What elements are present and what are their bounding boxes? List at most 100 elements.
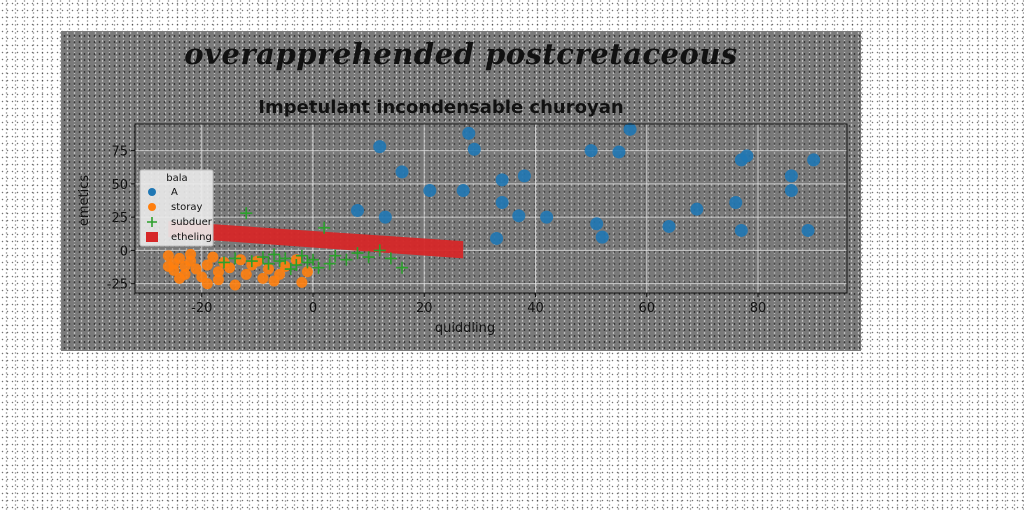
data-point-storay bbox=[201, 278, 213, 290]
data-point-subduer bbox=[268, 248, 281, 261]
data-point-a bbox=[612, 145, 626, 159]
figure-suptitle: overapprehended postcretaceous bbox=[184, 37, 738, 71]
data-point-a bbox=[495, 173, 509, 187]
data-point-a bbox=[595, 230, 609, 244]
data-point-a bbox=[807, 153, 821, 167]
legend-marker-a bbox=[148, 188, 156, 196]
data-point-a bbox=[490, 231, 504, 245]
y-tick-label: 75 bbox=[111, 145, 128, 160]
axes-frame bbox=[134, 123, 848, 294]
data-point-subduer bbox=[229, 252, 242, 265]
y-tick-label: 25 bbox=[111, 211, 128, 226]
legend-label-storay: storay bbox=[171, 202, 202, 213]
data-point-storay bbox=[257, 272, 269, 284]
x-tick-label: 0 bbox=[309, 301, 317, 316]
y-axis-label: emetics bbox=[77, 175, 92, 227]
x-tick-label: 20 bbox=[416, 301, 433, 316]
data-point-a bbox=[690, 202, 704, 216]
data-point-storay bbox=[185, 248, 197, 260]
data-point-a bbox=[590, 217, 604, 231]
data-point-a bbox=[784, 169, 798, 183]
data-point-subduer bbox=[218, 256, 230, 269]
data-point-subduer bbox=[351, 247, 364, 260]
data-point-storay bbox=[229, 279, 241, 291]
y-tick-label: 50 bbox=[111, 178, 128, 193]
data-point-subduer bbox=[396, 261, 408, 274]
legend-title: bala bbox=[166, 173, 187, 184]
y-tick-label: 0 bbox=[120, 244, 128, 259]
data-point-subduer bbox=[362, 251, 375, 264]
data-point-subduer bbox=[329, 249, 342, 262]
x-tick-label: 40 bbox=[527, 301, 544, 316]
data-point-storay bbox=[174, 252, 185, 264]
x-tick-label: 80 bbox=[750, 301, 767, 316]
x-axis-label: quiddling bbox=[435, 321, 495, 336]
legend-marker-subduer bbox=[147, 217, 157, 227]
data-point-subduer bbox=[323, 257, 336, 270]
data-point-subduer bbox=[279, 252, 292, 265]
data-point-subduer bbox=[240, 207, 253, 220]
data-point-subduer bbox=[312, 261, 325, 274]
data-point-subduer bbox=[307, 253, 319, 266]
legend-box bbox=[139, 169, 214, 247]
data-point-a bbox=[734, 223, 748, 237]
data-point-storay bbox=[235, 254, 247, 266]
data-point-storay bbox=[190, 263, 202, 275]
data-point-storay bbox=[212, 274, 224, 286]
data-point-subduer bbox=[384, 252, 397, 265]
data-point-subduer bbox=[301, 256, 314, 269]
data-point-a bbox=[495, 196, 509, 210]
data-point-a bbox=[351, 203, 364, 217]
data-point-subduer bbox=[273, 255, 286, 268]
data-point-a bbox=[467, 142, 481, 156]
series-etheling-band bbox=[168, 221, 464, 259]
data-point-a bbox=[801, 223, 815, 237]
x-tick-label: -20 bbox=[191, 301, 212, 316]
data-point-subduer bbox=[340, 253, 353, 266]
data-point-storay bbox=[224, 262, 236, 274]
legend-label-a: A bbox=[171, 187, 178, 198]
data-point-storay bbox=[274, 268, 286, 280]
data-point-storay bbox=[296, 276, 308, 288]
data-point-a bbox=[373, 140, 387, 154]
data-point-a bbox=[740, 149, 754, 163]
data-point-subduer bbox=[284, 263, 297, 276]
data-point-a bbox=[517, 169, 531, 183]
data-point-a bbox=[662, 219, 676, 233]
data-point-subduer bbox=[245, 255, 258, 268]
legend-marker-etheling bbox=[146, 232, 158, 242]
data-point-a bbox=[623, 122, 637, 136]
legend-label-subduer: subduer bbox=[171, 217, 213, 228]
data-point-subduer bbox=[373, 244, 386, 257]
data-point-storay bbox=[212, 266, 224, 278]
data-point-subduer bbox=[262, 257, 275, 270]
figure-canvas: overapprehended postcretaceous -20 0 20 40 6… bbox=[61, 31, 861, 351]
data-point-subduer bbox=[318, 221, 331, 234]
data-point-a bbox=[729, 196, 743, 210]
data-point-subduer bbox=[295, 249, 308, 262]
data-point-storay bbox=[201, 259, 213, 271]
data-point-a bbox=[423, 184, 437, 198]
scatter-chart: -20 0 20 40 60 80 -25 0 25 50 75 Impetulant inconde… bbox=[77, 97, 848, 336]
data-point-storay bbox=[301, 266, 313, 278]
legend-marker-storay bbox=[148, 203, 156, 211]
data-point-storay bbox=[174, 272, 185, 284]
data-point-a bbox=[378, 210, 392, 224]
data-point-a bbox=[784, 184, 798, 198]
data-point-a bbox=[512, 209, 526, 223]
data-point-storay bbox=[240, 268, 252, 280]
data-point-a bbox=[395, 165, 409, 179]
legend-label-etheling: etheling bbox=[171, 232, 212, 243]
data-point-a bbox=[540, 210, 554, 224]
x-tick-label: 60 bbox=[638, 301, 655, 316]
plot-area bbox=[135, 124, 847, 293]
data-point-storay bbox=[207, 251, 219, 263]
data-point-a bbox=[462, 126, 476, 140]
y-tick-label: -25 bbox=[107, 278, 128, 293]
chart-title: Impetulant incondensable churoyan bbox=[258, 97, 623, 118]
data-point-storay bbox=[162, 250, 174, 262]
data-point-subduer bbox=[256, 251, 269, 264]
data-point-a bbox=[456, 184, 470, 198]
data-point-a bbox=[584, 144, 598, 158]
data-point-storay bbox=[162, 260, 174, 272]
